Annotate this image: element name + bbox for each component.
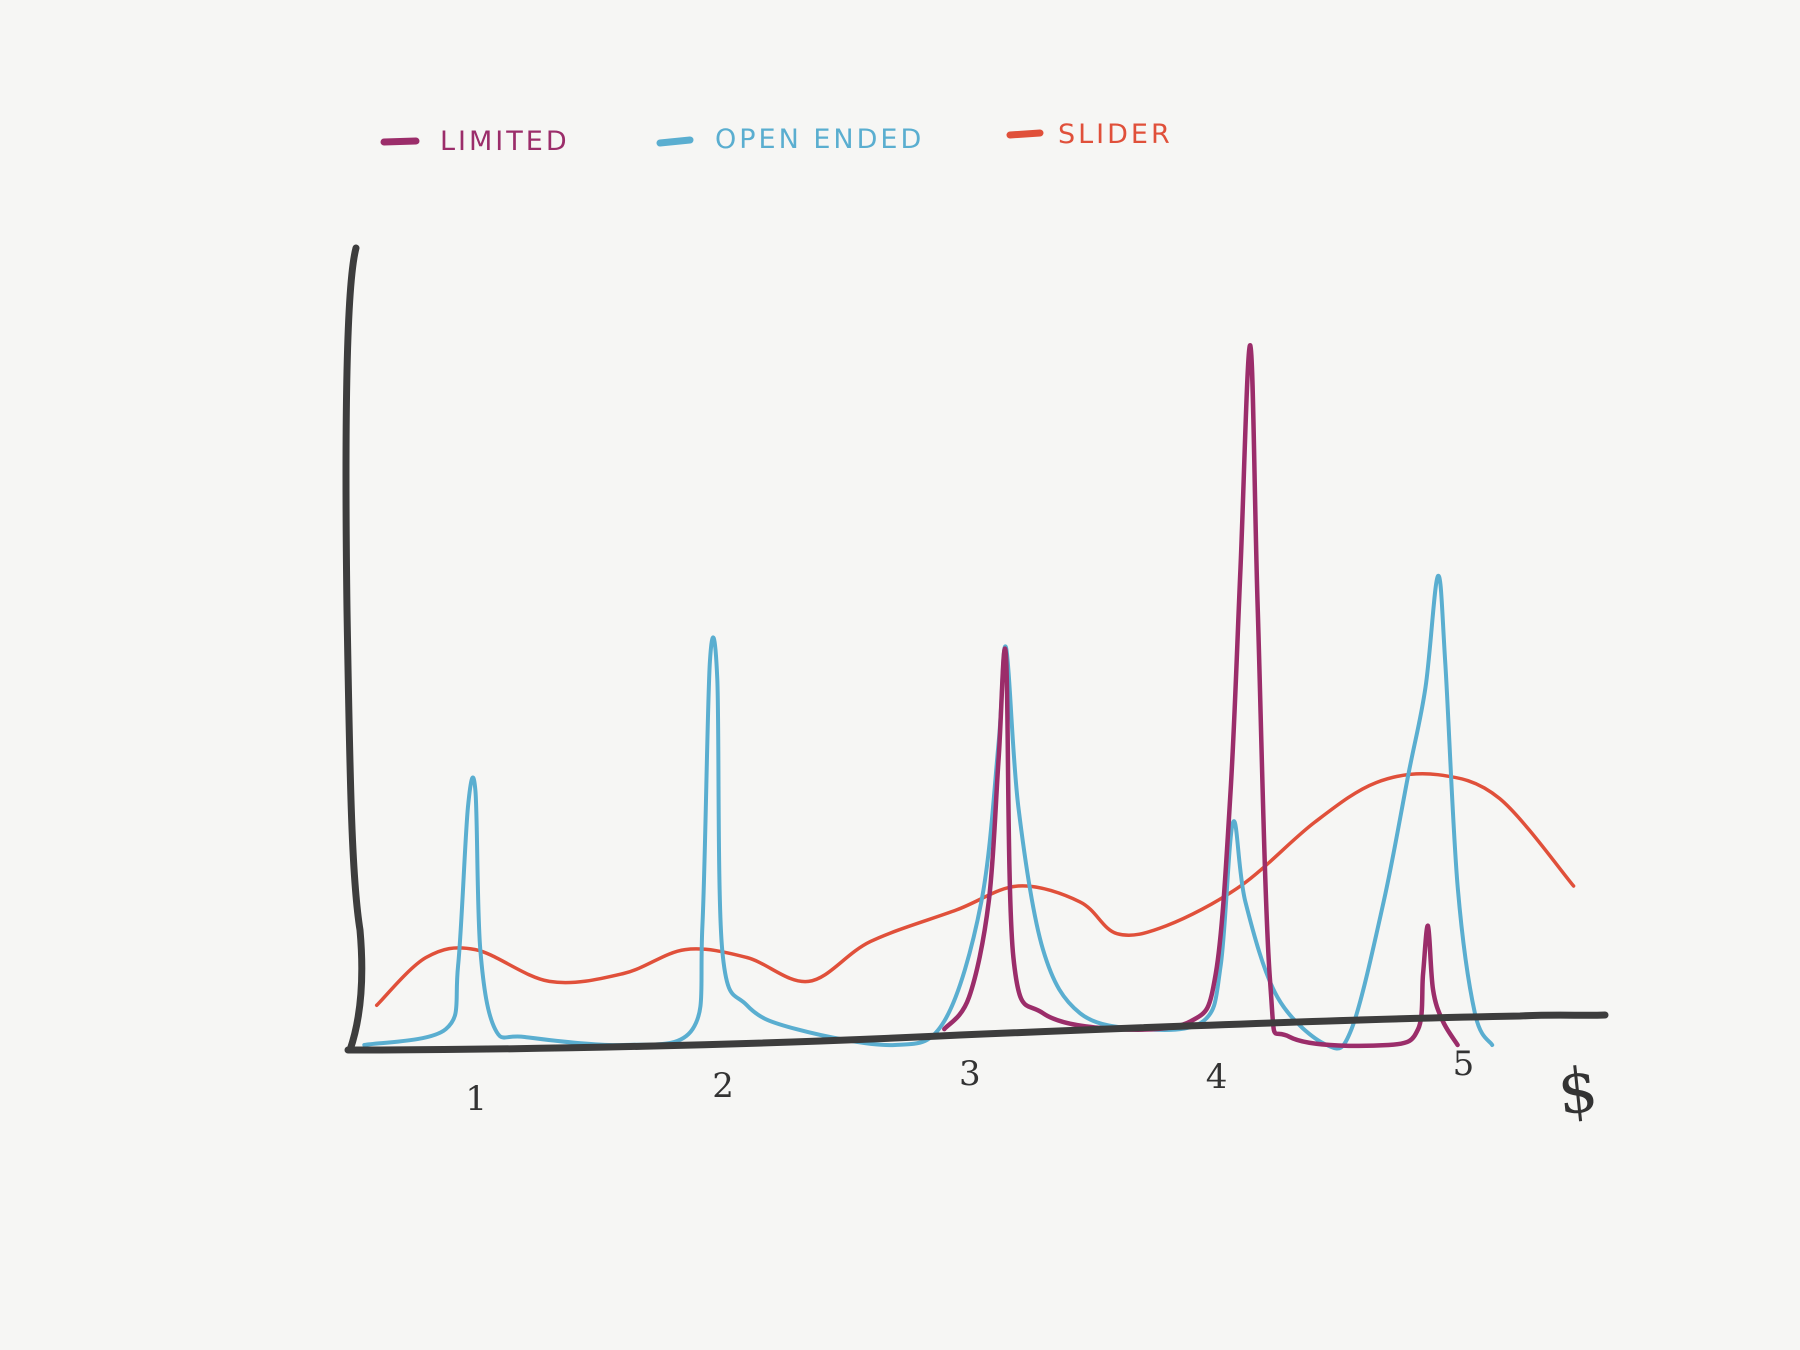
y-axis (342, 244, 366, 1054)
legend-item-open-ended: OPEN ENDED (656, 124, 924, 155)
series-line-limited (942, 343, 1460, 1049)
x-tick-label-5: 5 (1453, 1044, 1475, 1084)
legend-label-slider: SLIDER (1058, 119, 1173, 150)
legend-swatch-slider (1006, 129, 1044, 139)
legend-label-limited: LIMITED (440, 126, 570, 157)
legend-swatch-open-ended (656, 136, 694, 147)
legend: LIMITED OPEN ENDED SLIDER (380, 119, 1173, 157)
x-axis-label-dollar: $ (1554, 1052, 1601, 1129)
x-tick-label-1: 1 (465, 1079, 487, 1119)
series-line-slider (374, 771, 1576, 1008)
legend-item-slider: SLIDER (1006, 119, 1173, 150)
series-layer (362, 343, 1576, 1051)
legend-label-open-ended: OPEN ENDED (715, 124, 924, 155)
legend-item-limited: LIMITED (380, 126, 570, 157)
legend-swatch-limited (380, 137, 420, 146)
x-tick-label-3: 3 (959, 1054, 981, 1094)
x-tick-labels: 1 2 3 4 5 (465, 1044, 1474, 1119)
x-axis (344, 1011, 1609, 1054)
x-tick-label-4: 4 (1206, 1057, 1228, 1097)
x-tick-label-2: 2 (712, 1066, 734, 1106)
